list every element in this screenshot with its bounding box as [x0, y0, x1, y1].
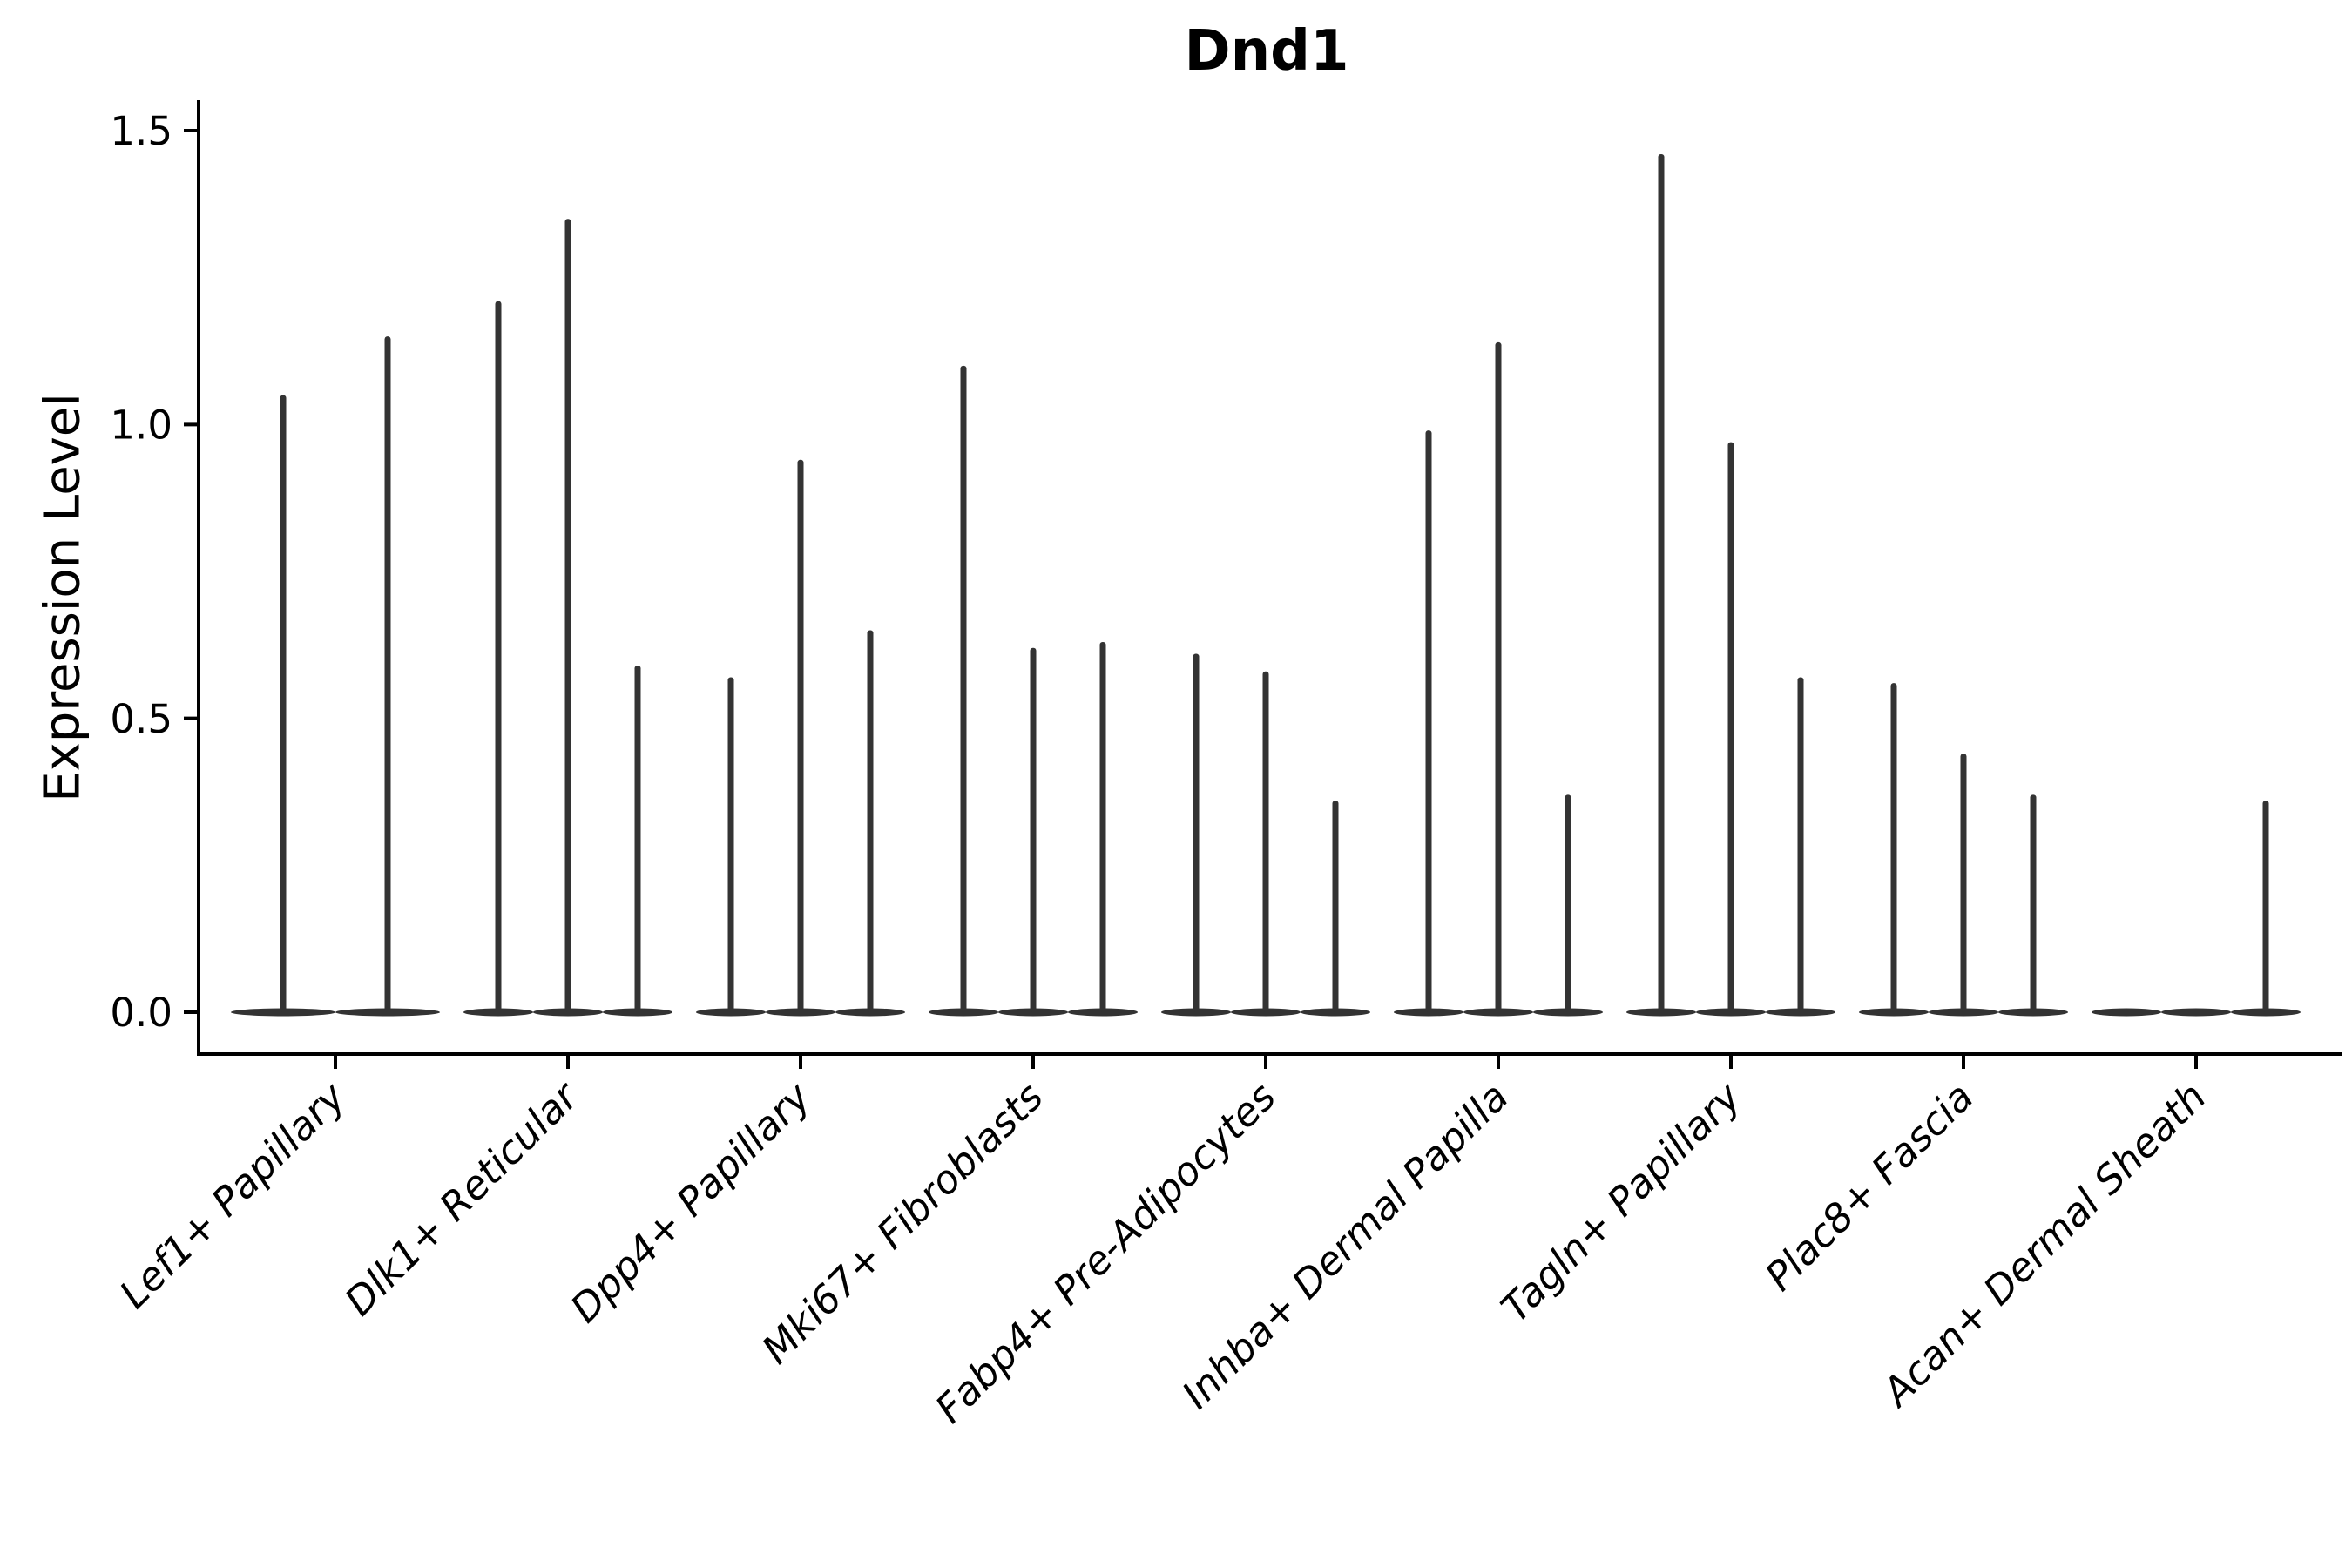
y-tick-label: 0.5 — [110, 696, 172, 742]
x-tick-label: Tagln+ Papillary — [1492, 1072, 1751, 1331]
violin-spike — [1193, 653, 1200, 1012]
x-tick-label: Lef1+ Papillary — [111, 1072, 355, 1317]
violin-spike — [1030, 647, 1037, 1012]
violin-spike — [384, 336, 391, 1012]
x-tick-label: Dpp4+ Papillary — [562, 1072, 821, 1331]
violin-spike — [1890, 683, 1897, 1012]
y-tick-label: 1.5 — [110, 108, 172, 154]
x-tick-label: Dlk1+ Reticular — [335, 1072, 588, 1325]
violin-spike — [1425, 430, 1432, 1013]
violin-base — [2092, 1008, 2161, 1017]
x-tick-label: Plac8+ Fascia — [1756, 1073, 1983, 1300]
violin-spike — [2030, 794, 2037, 1012]
violin-spike — [1658, 153, 1665, 1012]
violin-spike — [1727, 442, 1734, 1013]
violin-spike — [1332, 801, 1339, 1012]
violin-spike — [564, 219, 571, 1012]
violin-spike — [634, 665, 641, 1012]
violin-spike — [797, 459, 804, 1012]
violin-spike — [1565, 794, 1571, 1012]
violin-spike — [1495, 341, 1502, 1012]
violin-spike — [1960, 754, 1967, 1012]
violin-spike — [867, 630, 874, 1012]
plot-title: Dnd1 — [1184, 19, 1349, 84]
violin-base — [2161, 1008, 2231, 1017]
violin-spike — [1099, 641, 1106, 1012]
violin-spike — [280, 395, 287, 1012]
y-tick-label: 0.0 — [110, 990, 172, 1036]
violin-spike — [1262, 671, 1269, 1012]
y-tick-label: 1.0 — [110, 402, 172, 449]
violin-spike — [727, 677, 734, 1012]
violin-spike — [2262, 801, 2269, 1012]
violin-spike — [495, 301, 502, 1012]
violin-spike — [960, 365, 967, 1012]
violin-spike — [1797, 677, 1804, 1012]
